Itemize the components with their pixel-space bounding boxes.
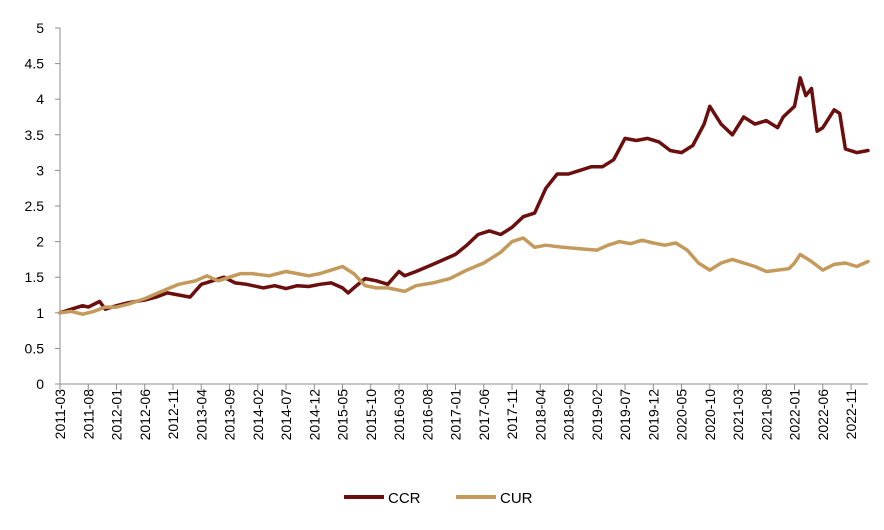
x-tick-label: 2012-06 <box>137 389 153 441</box>
y-tick-label: 3 <box>36 162 44 178</box>
legend: CCR CUR <box>344 490 533 507</box>
x-tick-label: 2016-08 <box>419 389 435 441</box>
x-tick-label: 2022-01 <box>787 389 803 441</box>
series-line-ccr <box>58 76 870 315</box>
x-tick-label: 2019-07 <box>617 389 633 441</box>
x-tick-label: 2014-12 <box>306 389 322 441</box>
y-tick-label: 4.5 <box>25 56 45 72</box>
y-tick-label: 0 <box>36 376 44 392</box>
series-layer <box>58 76 870 316</box>
x-tick-label: 2014-02 <box>250 389 266 441</box>
y-tick-label: 1.5 <box>25 269 45 285</box>
x-tick-label: 2021-03 <box>730 389 746 441</box>
y-tick-label: 3.5 <box>25 127 45 143</box>
x-tick-label: 2017-01 <box>448 389 464 441</box>
x-tick-label: 2019-02 <box>589 389 605 441</box>
legend-label-ccr: CCR <box>388 490 421 507</box>
x-tick-label: 2012-01 <box>109 389 125 441</box>
x-tick-label: 2022-11 <box>843 389 859 440</box>
x-axis: 2011-03 2011-08 2012-01 2012-06 2012-11 2013-… <box>52 383 868 441</box>
x-tick-label: 2013-09 <box>222 389 238 441</box>
x-tick-label: 2017-11 <box>504 389 520 440</box>
y-axis: 0 0.5 1 1.5 2 2.5 3 3.5 4 4.5 5 <box>25 20 61 392</box>
x-tick-label: 2019-12 <box>645 389 661 441</box>
x-tick-label: 2012-11 <box>165 389 181 440</box>
x-tick-label: 2014-07 <box>278 389 294 441</box>
y-tick-label: 5 <box>36 20 44 36</box>
x-tick-label: 2016-03 <box>391 389 407 441</box>
x-tick-label: 2020-10 <box>702 389 718 441</box>
y-tick-label: 4 <box>36 91 44 107</box>
y-tick-label: 1 <box>36 305 44 321</box>
x-tick-label: 2018-04 <box>532 389 548 441</box>
x-tick-label: 2013-04 <box>193 389 209 441</box>
x-tick-label: 2015-05 <box>335 389 351 441</box>
x-tick-label: 2020-05 <box>674 389 690 441</box>
series-line-cur <box>58 236 870 316</box>
y-tick-label: 2 <box>36 234 44 250</box>
x-tick-label: 2015-10 <box>363 389 379 441</box>
x-tick-label: 2017-06 <box>476 389 492 441</box>
y-tick-label: 2.5 <box>25 198 45 214</box>
legend-label-cur: CUR <box>500 490 533 507</box>
x-tick-label: 2011-03 <box>52 389 68 440</box>
x-tick-label: 2011-08 <box>80 389 96 440</box>
x-tick-label: 2018-09 <box>561 389 577 441</box>
y-tick-label: 0.5 <box>25 340 45 356</box>
x-tick-label: 2021-08 <box>758 389 774 441</box>
x-tick-label: 2022-06 <box>815 389 831 441</box>
